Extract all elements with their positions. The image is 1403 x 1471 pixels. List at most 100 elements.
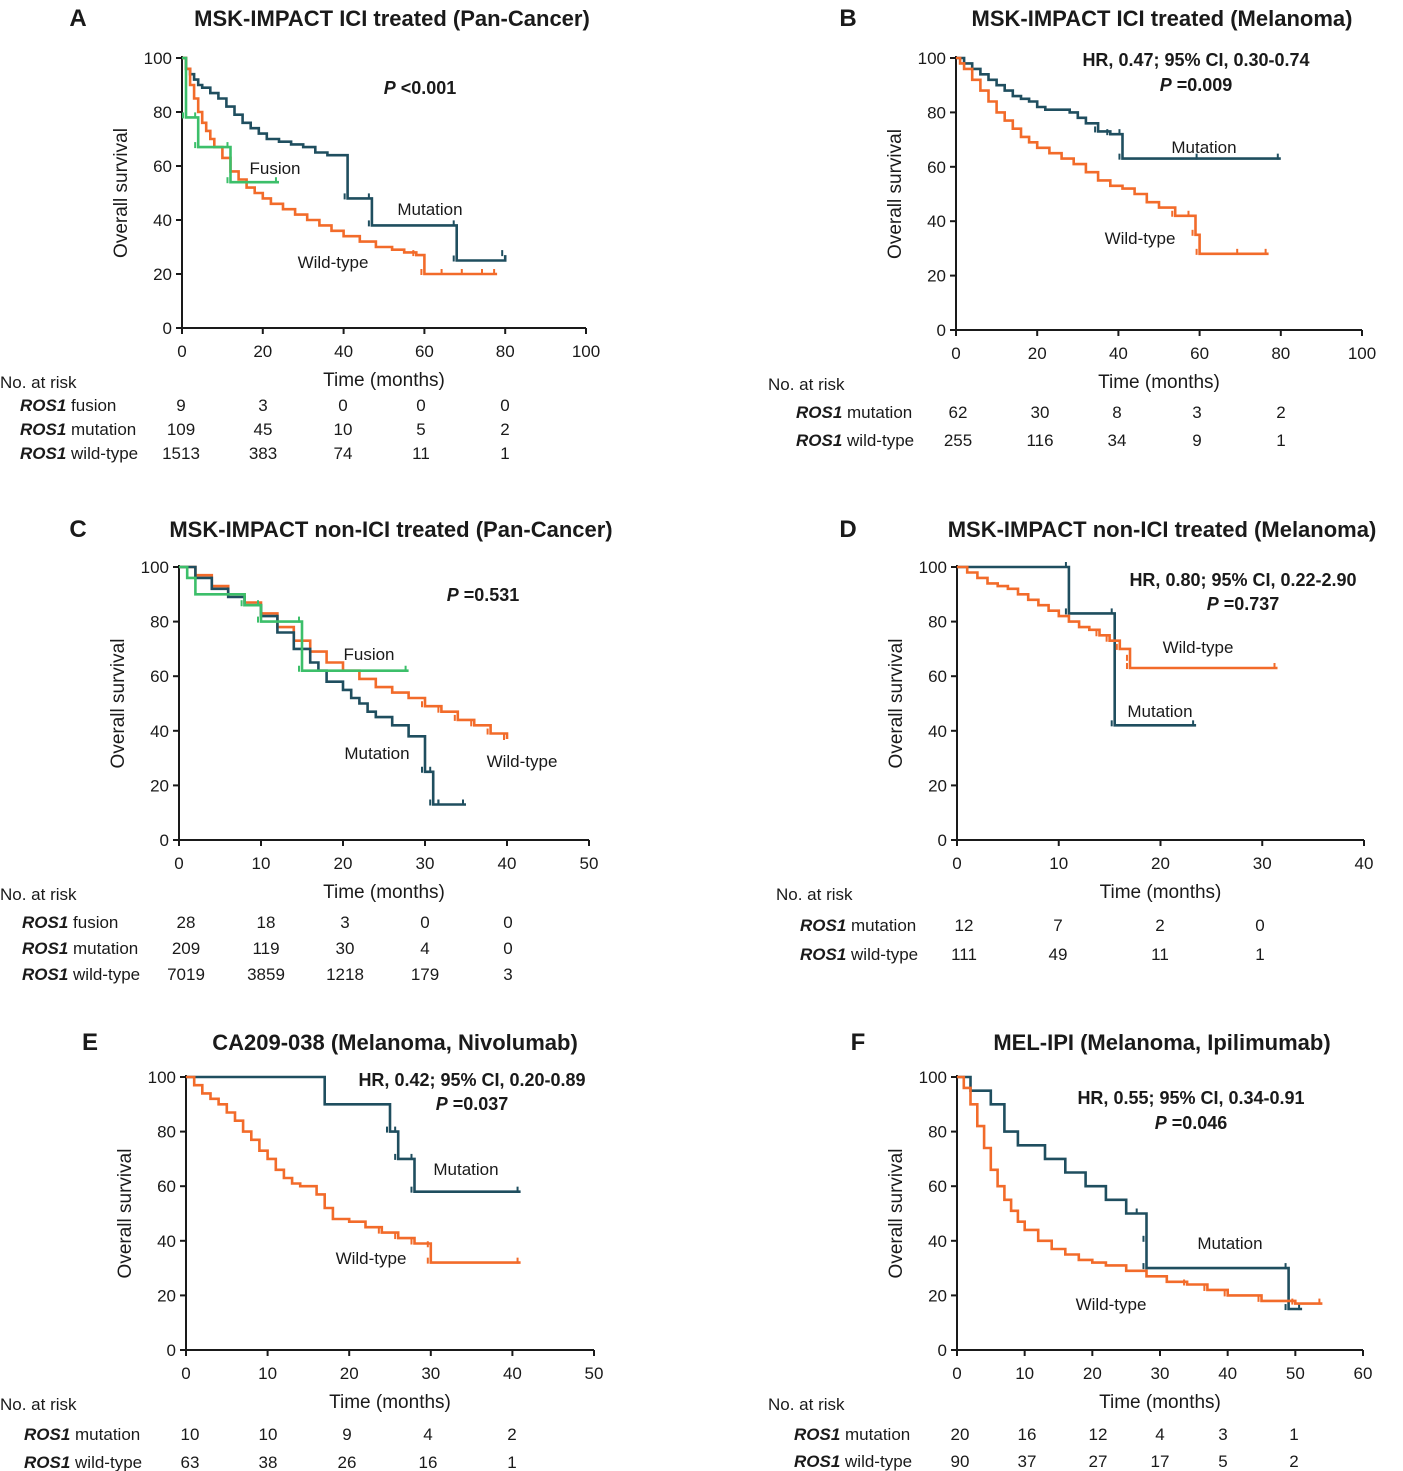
series-label: Wild-type [298, 253, 369, 272]
risk-count: 90 [951, 1452, 970, 1471]
chart-title: MSK-IMPACT non-ICI treated (Melanoma) [948, 517, 1377, 542]
y-tick-label: 0 [938, 831, 947, 850]
risk-count: 18 [257, 913, 276, 932]
p-value-annotation: P =0.009 [1160, 75, 1233, 95]
x-axis-title: Time (months) [323, 882, 445, 903]
panel-c: C MSK-IMPACT non-ICI treated (Pan-Cancer)… [0, 516, 613, 984]
risk-count: 9 [176, 396, 185, 415]
chart-title: MSK-IMPACT ICI treated (Melanoma) [972, 6, 1353, 31]
panel-b: B MSK-IMPACT ICI treated (Melanoma)020406… [768, 5, 1376, 450]
x-tick-label: 50 [585, 1364, 604, 1383]
risk-count: 0 [503, 913, 512, 932]
risk-table-header: No. at risk [768, 375, 845, 394]
risk-row-label: ROS1 wild-type [796, 431, 914, 450]
y-tick-label: 80 [928, 1123, 947, 1142]
series-label: Mutation [1127, 702, 1192, 721]
y-axis-title: Overall survival [108, 639, 129, 769]
x-tick-label: 20 [340, 1364, 359, 1383]
x-tick-label: 0 [174, 854, 183, 873]
risk-count: 255 [944, 431, 972, 450]
x-tick-label: 10 [258, 1364, 277, 1383]
hazard-ratio-annotation: HR, 0.80; 95% CI, 0.22-2.90 [1129, 570, 1356, 590]
x-tick-label: 40 [1109, 344, 1128, 363]
risk-count: 0 [500, 396, 509, 415]
x-tick-label: 50 [1286, 1364, 1305, 1383]
y-tick-label: 80 [153, 103, 172, 122]
x-tick-label: 0 [952, 854, 961, 873]
series-label: Wild-type [1163, 638, 1234, 657]
y-tick-label: 20 [150, 776, 169, 795]
x-tick-label: 30 [1151, 1364, 1170, 1383]
risk-row-label: ROS1 mutation [796, 403, 912, 422]
y-tick-label: 40 [928, 1232, 947, 1251]
risk-count: 26 [338, 1453, 357, 1471]
risk-count: 3 [1192, 403, 1201, 422]
survival-curve-wild-type [957, 1075, 1323, 1305]
x-tick-label: 40 [498, 854, 517, 873]
x-tick-label: 100 [1348, 344, 1376, 363]
x-tick-label: 20 [1083, 1364, 1102, 1383]
x-tick-label: 20 [1028, 344, 1047, 363]
risk-count: 1 [1255, 945, 1264, 964]
risk-table-header: No. at risk [0, 885, 77, 904]
risk-count: 1 [1289, 1425, 1298, 1444]
panel-f: F MEL-IPI (Melanoma, Ipilimumab)020406080… [768, 1029, 1372, 1471]
risk-count: 3 [340, 913, 349, 932]
risk-row-label: ROS1 wild-type [22, 965, 140, 984]
x-tick-label: 0 [181, 1364, 190, 1383]
risk-count: 30 [1031, 403, 1050, 422]
hazard-ratio-annotation: HR, 0.42; 95% CI, 0.20-0.89 [358, 1070, 585, 1090]
risk-count: 10 [334, 420, 353, 439]
risk-count: 3859 [247, 965, 285, 984]
x-tick-label: 40 [503, 1364, 522, 1383]
y-tick-label: 80 [150, 613, 169, 632]
y-axis-title: Overall survival [886, 639, 907, 769]
p-value-annotation: P <0.001 [384, 78, 457, 98]
risk-count: 111 [951, 945, 977, 964]
panel-label: D [839, 516, 856, 543]
risk-count: 383 [249, 444, 277, 463]
risk-table-header: No. at risk [776, 885, 853, 904]
x-tick-label: 20 [334, 854, 353, 873]
risk-count: 12 [955, 916, 974, 935]
y-tick-label: 0 [938, 1341, 947, 1360]
series-label: Fusion [343, 645, 394, 664]
y-tick-label: 60 [927, 158, 946, 177]
risk-count: 9 [1192, 431, 1201, 450]
survival-curve-mutation [182, 56, 507, 262]
risk-count: 116 [1026, 431, 1053, 450]
x-axis-title: Time (months) [1099, 1392, 1221, 1413]
risk-row-label: ROS1 fusion [22, 913, 118, 932]
risk-count: 0 [1255, 916, 1264, 935]
survival-curve-wild-type [956, 56, 1269, 256]
y-tick-label: 0 [937, 321, 946, 340]
risk-row-label: ROS1 wild-type [24, 1453, 142, 1471]
chart-title: MEL-IPI (Melanoma, Ipilimumab) [993, 1030, 1330, 1055]
risk-count: 9 [342, 1425, 351, 1444]
series-label: Wild-type [487, 752, 558, 771]
series-label: Mutation [433, 1160, 498, 1179]
risk-count: 2 [1276, 403, 1285, 422]
y-tick-label: 40 [150, 722, 169, 741]
risk-count: 11 [1151, 945, 1169, 964]
risk-count: 179 [411, 965, 439, 984]
risk-count: 10 [259, 1425, 278, 1444]
risk-count: 20 [951, 1425, 970, 1444]
risk-count: 62 [949, 403, 968, 422]
survival-curve-fusion [179, 565, 409, 672]
survival-curve-wild-type [182, 56, 498, 276]
risk-row-label: ROS1 mutation [20, 420, 136, 439]
survival-curve-wild-type [957, 565, 1278, 670]
x-tick-label: 80 [496, 342, 515, 361]
risk-count: 3 [1218, 1425, 1227, 1444]
x-axis-title: Time (months) [1100, 882, 1222, 903]
survival-curve-wild-type [186, 1075, 521, 1264]
x-tick-label: 100 [572, 342, 600, 361]
x-axis-title: Time (months) [1098, 372, 1220, 393]
y-tick-label: 100 [918, 49, 946, 68]
y-tick-label: 0 [163, 319, 172, 338]
risk-count: 5 [1218, 1452, 1227, 1471]
y-tick-label: 100 [141, 558, 169, 577]
risk-count: 34 [1108, 431, 1127, 450]
x-axis-title: Time (months) [329, 1392, 451, 1413]
